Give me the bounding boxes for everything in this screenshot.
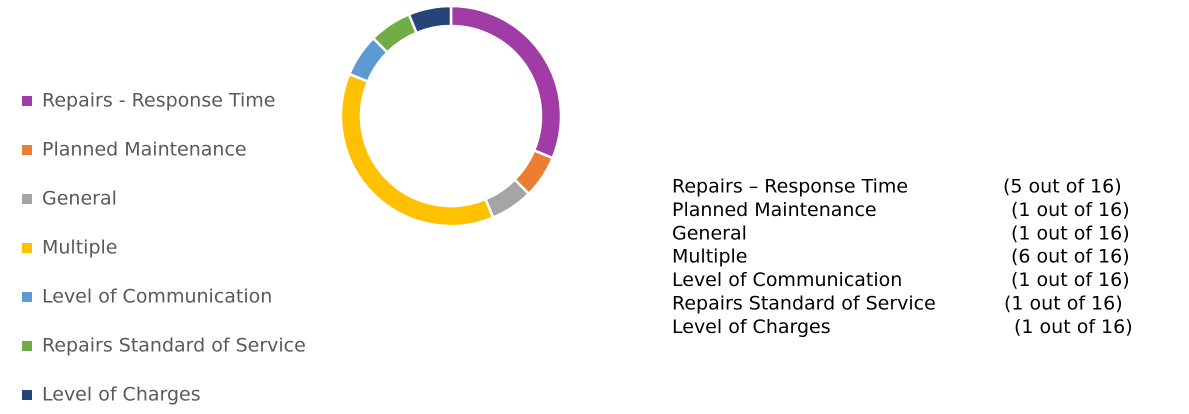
legend-swatch xyxy=(22,243,32,253)
legend-label: Repairs - Response Time xyxy=(42,90,275,112)
table-label: Level of Communication xyxy=(672,269,902,291)
legend-label: Level of Charges xyxy=(42,384,201,406)
legend-swatch xyxy=(22,145,32,155)
legend-label: Repairs Standard of Service xyxy=(42,335,306,357)
table-count: (6 out of 16) xyxy=(1011,246,1130,268)
donut-segment xyxy=(407,4,453,35)
legend-label: General xyxy=(42,188,117,210)
table-count: (1 out of 16) xyxy=(1011,199,1130,221)
legend-swatch xyxy=(22,390,32,400)
legend-label: Level of Communication xyxy=(42,286,272,308)
legend-label: Multiple xyxy=(42,237,117,259)
table-count: (1 out of 16) xyxy=(1004,293,1123,315)
table-label: Level of Charges xyxy=(672,316,831,338)
donut-segment xyxy=(449,4,563,160)
legend-swatch xyxy=(22,194,32,204)
table-label: Multiple xyxy=(672,246,747,268)
legend-swatch xyxy=(22,341,32,351)
table-label: Repairs – Response Time xyxy=(672,176,908,198)
legend-swatch xyxy=(22,96,32,106)
legend-label: Planned Maintenance xyxy=(42,139,247,161)
table-count: (1 out of 16) xyxy=(1011,269,1130,291)
donut-segment xyxy=(339,72,495,228)
table-label: Repairs Standard of Service xyxy=(672,293,936,315)
table-label: General xyxy=(672,222,747,244)
legend-swatch xyxy=(22,292,32,302)
table-count: (5 out of 16) xyxy=(1003,176,1122,198)
table-count: (1 out of 16) xyxy=(1011,222,1130,244)
table-count: (1 out of 16) xyxy=(1014,316,1133,338)
table-label: Planned Maintenance xyxy=(672,199,877,221)
